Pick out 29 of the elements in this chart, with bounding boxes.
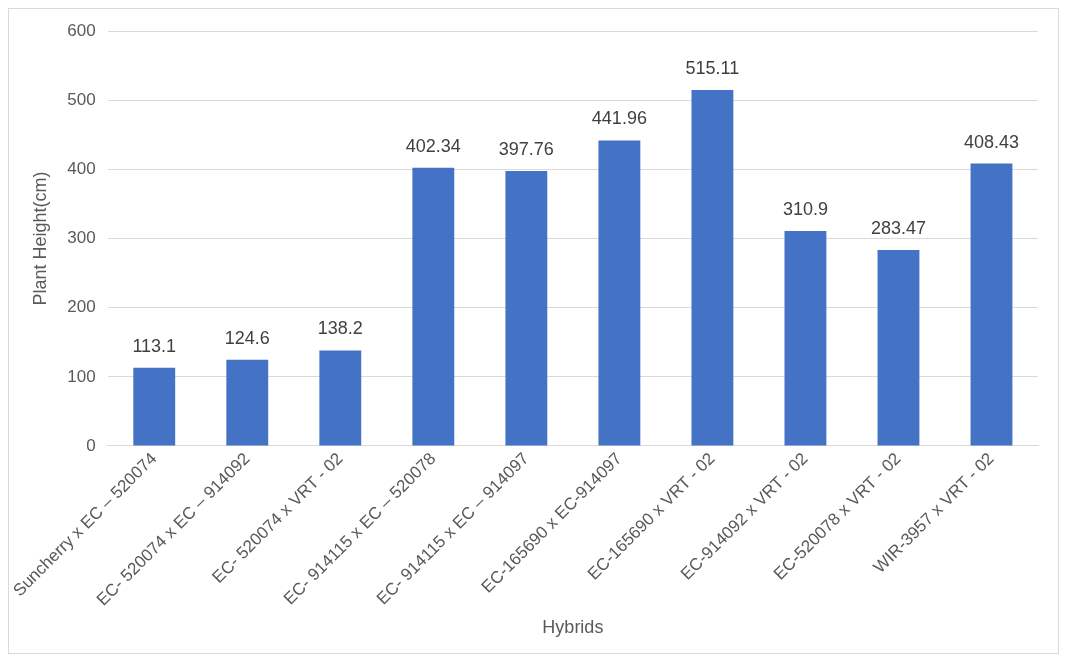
- bar: [133, 367, 176, 446]
- data-label: 515.11: [685, 57, 740, 78]
- y-tick-label: 200: [67, 297, 96, 317]
- bar: [784, 231, 827, 446]
- x-axis-title: Hybrids: [542, 617, 604, 638]
- y-tick-label: 400: [67, 159, 96, 179]
- data-label: 441.96: [591, 108, 647, 129]
- y-axis-title: Plant Height(cm): [29, 171, 50, 306]
- y-tick-label: 0: [86, 435, 96, 455]
- data-label: 124.6: [224, 327, 270, 348]
- y-tick-label: 500: [67, 90, 96, 110]
- bar: [412, 167, 455, 446]
- data-label: 310.9: [782, 199, 828, 220]
- data-label: 283.47: [870, 217, 926, 238]
- bar: [691, 89, 734, 446]
- bar: [877, 250, 920, 446]
- bar: [505, 171, 548, 446]
- bar: [970, 163, 1013, 446]
- data-label: 397.76: [498, 138, 554, 159]
- bar: [226, 359, 269, 446]
- data-label: 138.2: [317, 318, 363, 339]
- bar: [319, 350, 362, 446]
- data-label: 113.1: [132, 335, 177, 356]
- data-label: 402.34: [405, 135, 461, 156]
- y-tick-label: 300: [67, 228, 96, 248]
- y-tick-label: 600: [67, 20, 96, 40]
- y-tick-label: 100: [67, 366, 96, 386]
- data-label: 408.43: [963, 131, 1020, 152]
- bar: [598, 140, 641, 446]
